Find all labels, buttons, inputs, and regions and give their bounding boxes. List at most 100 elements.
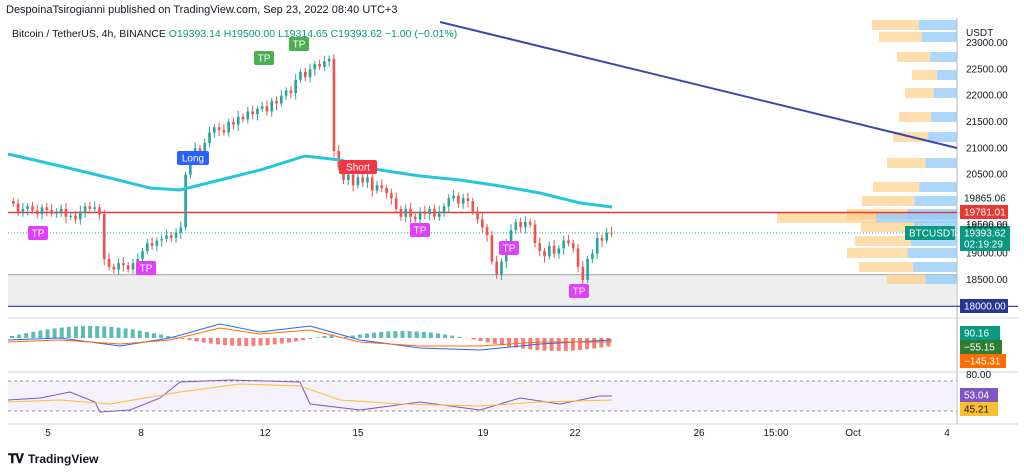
volume-profile-bar <box>897 52 930 62</box>
low-value: L19314.65 <box>278 28 328 40</box>
signal-marker <box>254 51 274 65</box>
candle-body <box>284 90 288 96</box>
symbol-name[interactable]: Bitcoin / TetherUS, 4h, BINANCE <box>12 28 166 40</box>
candle-body <box>562 240 565 249</box>
high-value: H19500.00 <box>223 28 276 40</box>
candle-body <box>165 235 168 239</box>
macd-histogram-bar <box>173 337 178 338</box>
candle-body <box>26 206 29 209</box>
candle-body <box>524 222 527 228</box>
trend-line <box>439 21 958 149</box>
candle-body <box>131 263 135 270</box>
candle-body <box>595 237 599 254</box>
x-tick-label: 22 <box>569 428 581 439</box>
candle-body <box>122 263 125 266</box>
volume-profile-bar <box>876 213 957 223</box>
candle-body <box>533 224 537 244</box>
macd-histogram-bar <box>237 338 242 346</box>
candle-body <box>232 122 235 125</box>
candle-body <box>141 251 144 259</box>
volume-profile-bar <box>918 20 957 30</box>
x-tick-label: 4 <box>944 428 950 439</box>
candle-body <box>481 219 484 228</box>
macd-histogram-bar <box>443 334 448 338</box>
candle-body <box>318 64 321 67</box>
support-zone <box>8 274 957 307</box>
volume-profile-bar <box>914 196 957 206</box>
y-tick-label: 22000.00 <box>966 91 1008 102</box>
tradingview-logo-icon: 𝐓𝐕 <box>8 451 24 466</box>
macd-histogram-bar <box>514 338 519 348</box>
candle-body <box>418 211 422 220</box>
candle-body <box>217 127 221 130</box>
open-value: O19393.14 <box>168 28 221 40</box>
ema-price-label: 19865.06 <box>964 194 1006 205</box>
candle-body <box>452 195 455 199</box>
candle-body <box>581 266 585 280</box>
macd-histogram-bar <box>578 338 582 351</box>
macd-histogram-bar <box>400 331 405 338</box>
macd-histogram-bar <box>350 335 355 338</box>
stoch-k-line <box>7 379 612 413</box>
candle-body <box>356 177 360 186</box>
candle-body <box>375 185 379 191</box>
volume-profile-bar <box>930 52 957 62</box>
candle-body <box>466 198 470 201</box>
candle-body <box>16 203 20 212</box>
macd-histogram-bar <box>393 331 398 338</box>
volume-profile-bar <box>933 88 957 98</box>
macd-histogram-bar <box>116 327 121 338</box>
signal-marker-label: TP <box>293 40 306 51</box>
current-price-label: 19393.62 <box>964 229 1006 240</box>
stoch-k-label-bg <box>960 388 998 402</box>
volume-profile-bar <box>847 248 908 258</box>
brand-name: TradingView <box>28 452 99 466</box>
volume-profile-bar <box>925 274 957 284</box>
macd-histogram-bar <box>436 333 440 338</box>
y-tick-label: 22500.00 <box>966 64 1008 75</box>
candle-body <box>543 251 546 257</box>
macd-histogram-bar <box>215 338 220 345</box>
macd-histogram-bar <box>485 338 490 343</box>
signal-marker <box>569 284 589 298</box>
support-price-label-bg <box>960 299 1008 313</box>
signal-marker <box>28 226 48 240</box>
volume-profile-bar <box>911 236 957 246</box>
macd-histogram-bar <box>421 331 426 338</box>
volume-profile-bar <box>930 112 957 122</box>
candle-body <box>179 227 183 233</box>
candle-body <box>428 208 431 215</box>
macd-value-label: 90.16 <box>964 329 989 340</box>
volume-profile-bar <box>777 213 876 223</box>
macd-histogram-bar <box>88 326 93 338</box>
x-tick-label: 26 <box>693 428 705 439</box>
stoch-d-label-bg <box>960 402 998 416</box>
macd-histogram-bar <box>109 326 114 338</box>
x-tick-label: Oct <box>845 428 861 439</box>
footer-brand[interactable]: 𝐓𝐕 TradingView <box>8 451 98 467</box>
x-tick-label: 8 <box>138 428 144 439</box>
symbol-price-tag-bg <box>905 226 955 240</box>
macd-histogram-bar <box>10 336 14 338</box>
candle-body <box>246 111 250 120</box>
change-value: −1.00 (−0.01%) <box>384 28 458 40</box>
x-tick-label: 12 <box>259 428 271 439</box>
candle-body <box>509 229 513 244</box>
macd-histogram-bar <box>81 326 85 338</box>
candle-body <box>64 208 68 217</box>
macd-hist-label-bg <box>960 354 1006 368</box>
candle-body <box>404 208 408 217</box>
macd-histogram-bar <box>570 338 575 351</box>
candle-body <box>347 174 350 180</box>
macd-histogram-bar <box>31 331 36 338</box>
signal-marker-label: TP <box>140 264 153 275</box>
signal-marker-label: TP <box>573 287 586 298</box>
candle-body <box>514 222 518 230</box>
candle-body <box>35 210 39 215</box>
volume-profile-bar <box>912 70 937 80</box>
macd-hist-label: −145.31 <box>964 357 1001 368</box>
y-tick-label: 18500.00 <box>966 275 1008 286</box>
candle-body <box>366 177 369 183</box>
macd-histogram-bar <box>144 331 149 338</box>
